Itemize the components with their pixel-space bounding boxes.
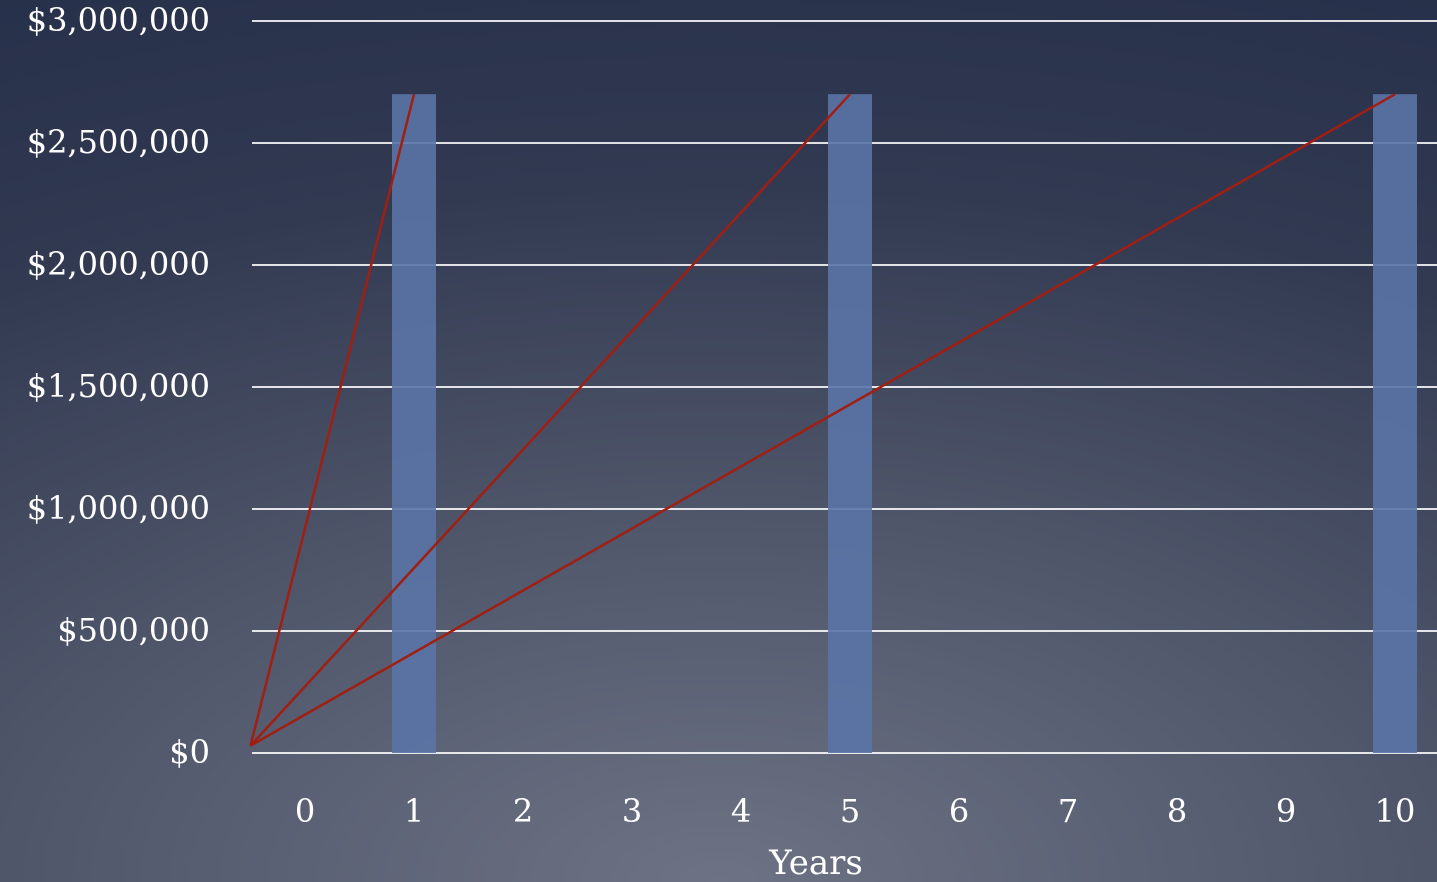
x-axis-label: Years: [768, 843, 863, 882]
x-tick-label-9: 9: [1276, 792, 1296, 830]
x-tick-label-1: 1: [404, 792, 424, 830]
y-tick-label-0: $0: [169, 733, 210, 771]
series-line-3: [249, 93, 1396, 747]
x-tick-label-6: 6: [949, 792, 969, 830]
y-tick-label-2: $1,000,000: [27, 489, 210, 527]
x-tick-label-8: 8: [1167, 792, 1187, 830]
x-tick-label-10: 10: [1375, 792, 1416, 830]
x-tick-label-7: 7: [1058, 792, 1078, 830]
bar-year-10: [1373, 94, 1417, 753]
y-tick-label-3: $1,500,000: [27, 367, 210, 405]
x-axis-ticks: 0 1 2 3 4 5 6 7 8 9 10: [295, 792, 1416, 830]
series-lines: [249, 93, 1396, 747]
x-tick-label-3: 3: [622, 792, 642, 830]
x-tick-label-0: 0: [295, 792, 315, 830]
bar-year-5: [828, 94, 872, 753]
y-axis-ticks: $0 $500,000 $1,000,000 $1,500,000 $2,000,000…: [27, 1, 210, 771]
y-tick-label-5: $2,500,000: [27, 123, 210, 161]
bar-year-1: [392, 94, 436, 753]
x-tick-label-4: 4: [731, 792, 751, 830]
x-tick-label-2: 2: [513, 792, 533, 830]
series-line-2: [249, 93, 851, 747]
y-tick-label-6: $3,000,000: [27, 1, 210, 39]
series-line-1: [249, 93, 416, 747]
x-tick-label-5: 5: [840, 792, 860, 830]
y-tick-label-1: $500,000: [57, 611, 210, 649]
y-tick-label-4: $2,000,000: [27, 245, 210, 283]
